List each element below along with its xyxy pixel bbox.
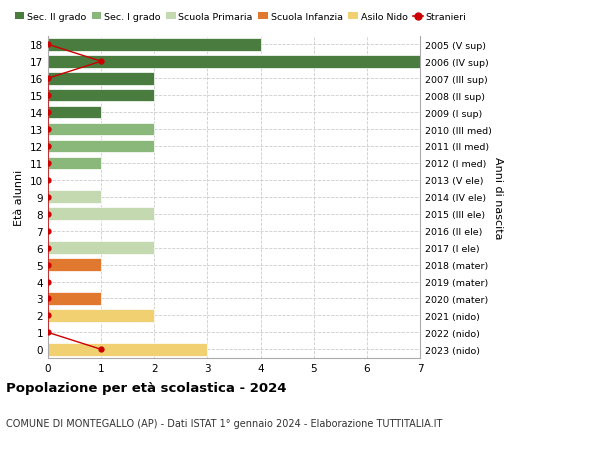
Y-axis label: Età alunni: Età alunni bbox=[14, 169, 25, 225]
Legend: Sec. II grado, Sec. I grado, Scuola Primaria, Scuola Infanzia, Asilo Nido, Stran: Sec. II grado, Sec. I grado, Scuola Prim… bbox=[11, 9, 470, 26]
Bar bbox=[48, 123, 154, 136]
Bar bbox=[48, 157, 101, 170]
Bar bbox=[48, 343, 208, 356]
Bar bbox=[48, 39, 260, 51]
Bar bbox=[48, 56, 420, 68]
Bar bbox=[48, 292, 101, 305]
Text: Popolazione per età scolastica - 2024: Popolazione per età scolastica - 2024 bbox=[6, 381, 287, 394]
Bar bbox=[48, 191, 101, 204]
Bar bbox=[48, 140, 154, 153]
Text: COMUNE DI MONTEGALLO (AP) - Dati ISTAT 1° gennaio 2024 - Elaborazione TUTTITALIA: COMUNE DI MONTEGALLO (AP) - Dati ISTAT 1… bbox=[6, 418, 442, 428]
Bar bbox=[48, 73, 154, 85]
Bar bbox=[48, 309, 154, 322]
Bar bbox=[48, 106, 101, 119]
Y-axis label: Anni di nascita: Anni di nascita bbox=[493, 156, 503, 239]
Bar bbox=[48, 259, 101, 271]
Bar bbox=[48, 208, 154, 221]
Bar bbox=[48, 90, 154, 102]
Bar bbox=[48, 242, 154, 254]
